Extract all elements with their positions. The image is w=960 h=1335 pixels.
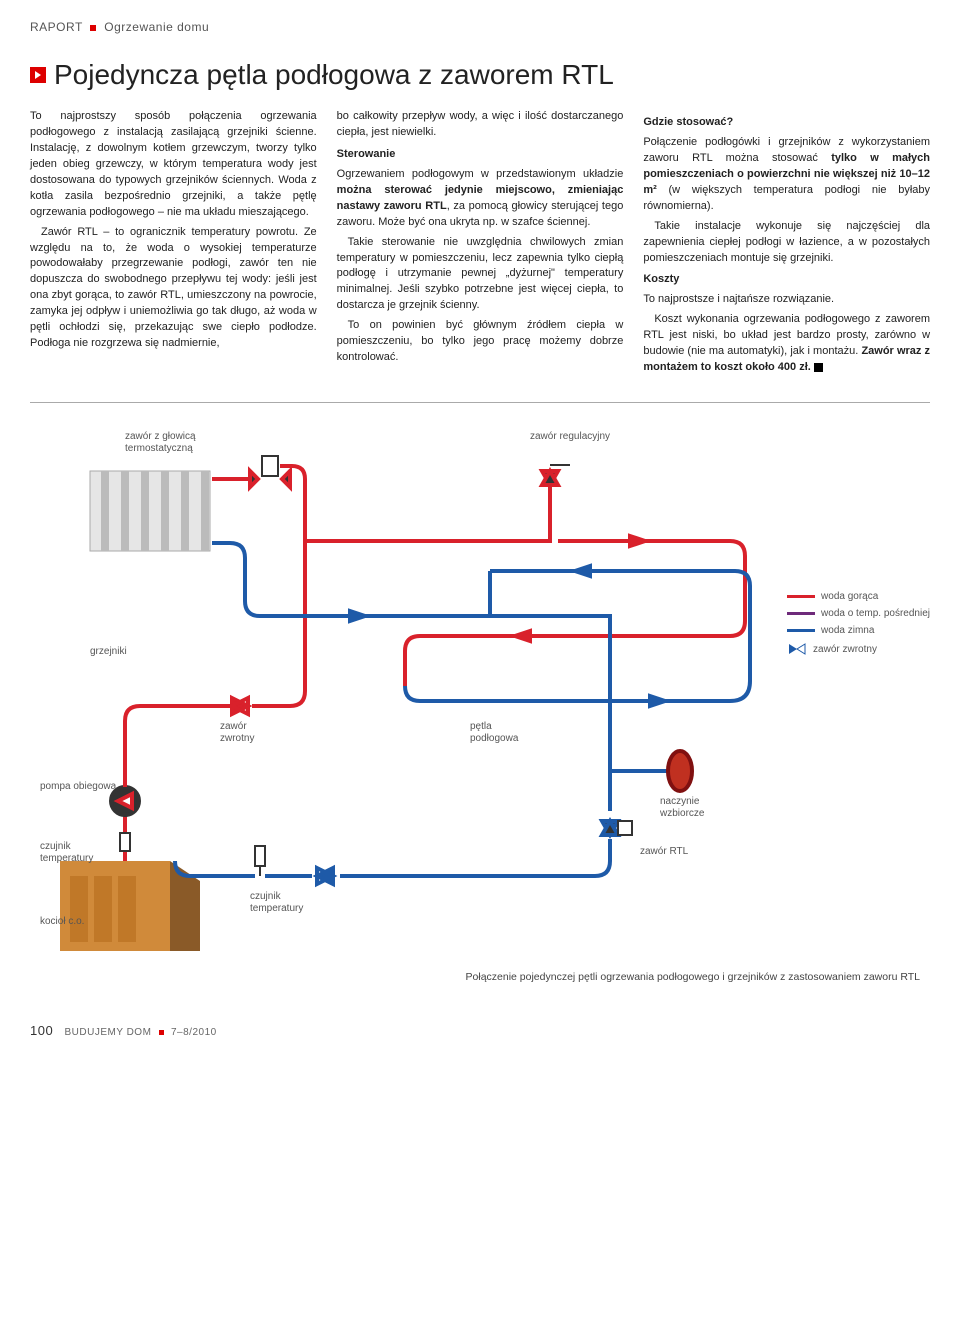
arrow-icon	[30, 67, 46, 83]
section-heading: Gdzie stosować?	[643, 115, 930, 131]
diagram-legend: woda gorąca woda o temp. pośredniej woda…	[787, 591, 930, 662]
legend-swatch	[787, 595, 815, 598]
label-boiler: kocioł c.o.	[40, 916, 84, 928]
legend-hot: woda gorąca	[787, 591, 930, 602]
section-heading: Sterowanie	[337, 147, 624, 163]
text: Ogrzewaniem podłogowym w przedstawionym …	[337, 168, 624, 180]
para: To najprostszy sposób połączenia ogrzewa…	[30, 109, 317, 221]
legend-label: zawór zwrotny	[813, 644, 877, 655]
end-mark-icon	[814, 363, 823, 372]
diagram-svg	[30, 421, 930, 961]
title-text: Pojedyncza pętla podłogowa z zaworem RTL	[54, 59, 614, 91]
para: Koszt wykonania ogrzewania podłogowego z…	[643, 312, 930, 376]
temp-sensor-icon	[120, 833, 130, 851]
legend-check: zawór zwrotny	[787, 642, 930, 656]
legend-swatch	[787, 612, 815, 615]
label-floor-loop: pętlapodłogowa	[470, 721, 518, 745]
heating-diagram: zawór z głowicątermostatyczną zawór regu…	[30, 421, 930, 961]
check-valve-icon	[787, 642, 807, 656]
cold-pipe	[175, 543, 750, 884]
label-thermo-valve: zawór z głowicątermostatyczną	[125, 431, 196, 455]
subsection-label: Ogrzewanie domu	[104, 20, 209, 34]
column-3: Gdzie stosować? Połączenie podłogówki i …	[643, 109, 930, 380]
text: (w większych temperatura podłogi nie był…	[643, 184, 930, 212]
para: bo całkowity przepływ wody, a więc i ilo…	[337, 109, 624, 141]
radiator-icon	[90, 471, 210, 551]
legend-swatch	[787, 629, 815, 632]
legend-label: woda zimna	[821, 625, 874, 636]
label-check-valve: zawórzwrotny	[220, 721, 254, 745]
page-number: 100	[30, 1023, 53, 1038]
page-header: RAPORT Ogrzewanie domu	[30, 20, 930, 34]
issue-label: 7–8/2010	[171, 1027, 217, 1038]
column-2: bo całkowity przepływ wody, a więc i ilo…	[337, 109, 624, 380]
para: Ogrzewaniem podłogowym w przedstawionym …	[337, 167, 624, 231]
para: Takie instalacje wykonuje się najczęście…	[643, 219, 930, 267]
legend-cold: woda zimna	[787, 625, 930, 636]
separator-icon	[159, 1030, 164, 1035]
label-pump: pompa obiegowa	[40, 781, 116, 793]
legend-mid: woda o temp. pośredniej	[787, 608, 930, 619]
para: To najprostsze i najtańsze rozwiązanie.	[643, 292, 930, 308]
article-title: Pojedyncza pętla podłogowa z zaworem RTL	[30, 59, 930, 91]
magazine-name: BUDUJEMY DOM	[64, 1027, 151, 1038]
column-1: To najprostszy sposób połączenia ogrzewa…	[30, 109, 317, 380]
separator-icon	[90, 25, 96, 31]
legend-label: woda o temp. pośredniej	[821, 608, 930, 619]
section-label: RAPORT	[30, 20, 83, 34]
section-heading: Koszty	[643, 272, 930, 288]
legend-label: woda gorąca	[821, 591, 878, 602]
para: Połączenie podłogówki i grzejników z wyk…	[643, 135, 930, 215]
label-rtl-valve: zawór RTL	[640, 846, 688, 858]
label-reg-valve: zawór regulacyjny	[530, 431, 610, 443]
label-radiators: grzejniki	[90, 646, 127, 658]
para: Zawór RTL – to ogranicznik temperatury p…	[30, 225, 317, 353]
label-expansion: naczyniewzbiorcze	[660, 796, 704, 820]
diagram-caption: Połączenie pojedynczej pętli ogrzewania …	[30, 971, 930, 983]
article-body: To najprostszy sposób połączenia ogrzewa…	[30, 109, 930, 380]
diagram-container: zawór z głowicątermostatyczną zawór regu…	[30, 402, 930, 983]
para: Takie sterowanie nie uwzględnia chwilowy…	[337, 235, 624, 315]
page-footer: 100 BUDUJEMY DOM 7–8/2010	[30, 1023, 930, 1038]
label-temp-sensor1: czujniktemperatury	[40, 841, 93, 865]
para: To on powinien być głównym źródłem ciepł…	[337, 318, 624, 366]
label-temp-sensor2: czujniktemperatury	[250, 891, 303, 915]
